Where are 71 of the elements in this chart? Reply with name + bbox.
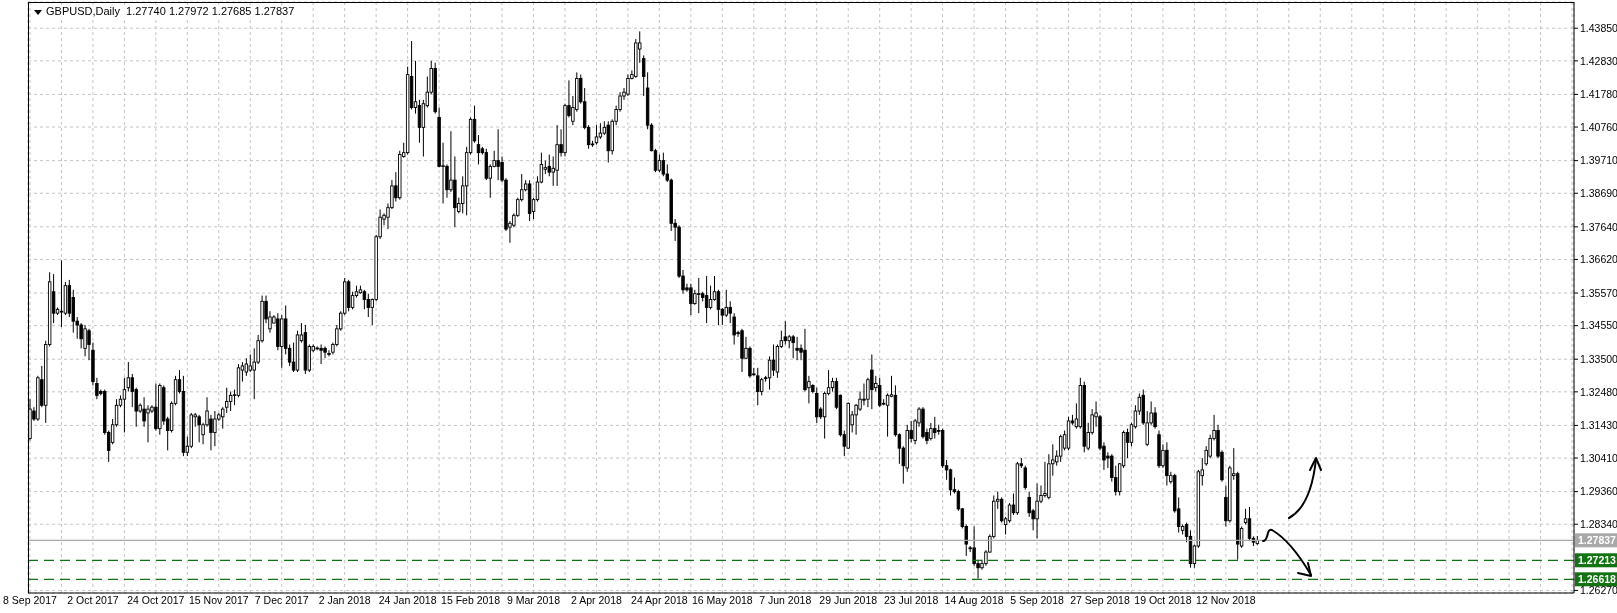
- y-tick-label: 1.33500: [1580, 352, 1617, 365]
- candlestick: [417, 99, 422, 144]
- x-tick-label: 15 Nov 2017: [189, 594, 249, 607]
- candlestick: [791, 334, 795, 359]
- candlestick: [661, 152, 666, 177]
- candlestick: [795, 336, 799, 361]
- candlestick: [319, 344, 323, 365]
- y-tick-label: 1.36620: [1580, 253, 1617, 266]
- candlestick: [83, 324, 87, 357]
- candlestick: [197, 414, 201, 443]
- y-tick-label: 1.32480: [1580, 385, 1617, 398]
- x-tick-label: 8 Sep 2017: [3, 594, 57, 607]
- x-tick-label: 2 Oct 2017: [67, 594, 119, 607]
- x-tick-label: 23 Jul 2018: [884, 594, 939, 607]
- y-tick-label: 1.26270: [1580, 584, 1617, 597]
- candlestick: [547, 154, 551, 177]
- x-tick-label: 7 Dec 2017: [254, 594, 309, 607]
- candlestick: [1035, 483, 1039, 539]
- candlestick: [1058, 434, 1063, 463]
- candlestick: [626, 74, 630, 97]
- y-tick-label: 1.31430: [1580, 419, 1617, 432]
- candlestick: [1007, 502, 1012, 524]
- x-tick-label: 9 Mar 2018: [506, 594, 561, 607]
- ref-line-label: 1.26618: [1578, 573, 1617, 586]
- chart-title: GBPUSD,Daily 1.27740 1.27972 1.27685 1.27837: [46, 5, 295, 17]
- x-tick-label: 5 Sep 2018: [1010, 594, 1065, 607]
- y-tick-label: 1.37640: [1580, 220, 1617, 233]
- x-tick-label: 19 Oct 2018: [1134, 594, 1192, 607]
- x-tick-label: 24 Apr 2018: [631, 594, 688, 607]
- y-tick-label: 1.39710: [1580, 154, 1617, 167]
- y-tick-label: 1.35570: [1580, 286, 1617, 299]
- y-tick-label: 1.28340: [1580, 517, 1617, 530]
- y-tick-label: 1.42830: [1580, 54, 1617, 67]
- ref-line-label: 1.27213: [1578, 554, 1617, 567]
- candlestick: [28, 398, 32, 441]
- y-tick-label: 1.38690: [1580, 186, 1617, 199]
- y-tick-label: 1.41780: [1580, 88, 1617, 101]
- candlestick: [146, 404, 150, 443]
- candlestick: [933, 416, 937, 440]
- y-tick-label: 1.43850: [1580, 21, 1617, 34]
- y-tick-label: 1.29360: [1580, 485, 1617, 498]
- x-tick-label: 24 Oct 2017: [127, 594, 185, 607]
- candlestick: [689, 283, 693, 316]
- candlestick: [224, 387, 229, 414]
- candlestick: [697, 277, 701, 314]
- x-tick-label: 2 Apr 2018: [571, 594, 622, 607]
- candlestick: [783, 320, 787, 346]
- candlestick: [228, 391, 233, 412]
- x-tick-label: 14 Aug 2018: [944, 594, 1004, 607]
- x-tick-label: 12 Nov 2018: [1196, 594, 1256, 607]
- y-tick-label: 1.34550: [1580, 319, 1617, 332]
- x-tick-label: 16 May 2018: [691, 594, 753, 607]
- y-tick-label: 1.40760: [1580, 120, 1617, 133]
- candlestick: [213, 410, 217, 447]
- x-tick-label: 7 Jun 2018: [759, 594, 812, 607]
- x-tick-label: 15 Feb 2018: [441, 594, 501, 607]
- x-tick-label: 29 Jun 2018: [819, 594, 878, 607]
- candlestick: [878, 377, 882, 408]
- candlestick: [870, 353, 874, 410]
- candlestick: [708, 285, 713, 310]
- candlestick: [756, 367, 760, 406]
- candlestick: [362, 289, 367, 310]
- y-tick-label: 1.30410: [1580, 451, 1617, 464]
- x-tick-label: 27 Sep 2018: [1070, 594, 1130, 607]
- candlestick: [815, 387, 819, 424]
- candlestick: [366, 293, 371, 318]
- x-tick-label: 24 Jan 2018: [378, 594, 437, 607]
- ref-line-label: 1.27837: [1578, 534, 1617, 547]
- x-tick-label: 2 Jan 2018: [318, 594, 371, 607]
- candlestick: [154, 383, 158, 432]
- candlestick: [496, 128, 500, 181]
